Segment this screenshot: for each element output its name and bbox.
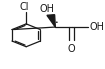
Text: OH: OH bbox=[89, 22, 104, 32]
Text: Cl: Cl bbox=[20, 2, 29, 12]
Text: O: O bbox=[68, 44, 75, 54]
Polygon shape bbox=[47, 15, 55, 27]
Text: •: • bbox=[54, 20, 58, 25]
Text: OH: OH bbox=[40, 4, 55, 14]
